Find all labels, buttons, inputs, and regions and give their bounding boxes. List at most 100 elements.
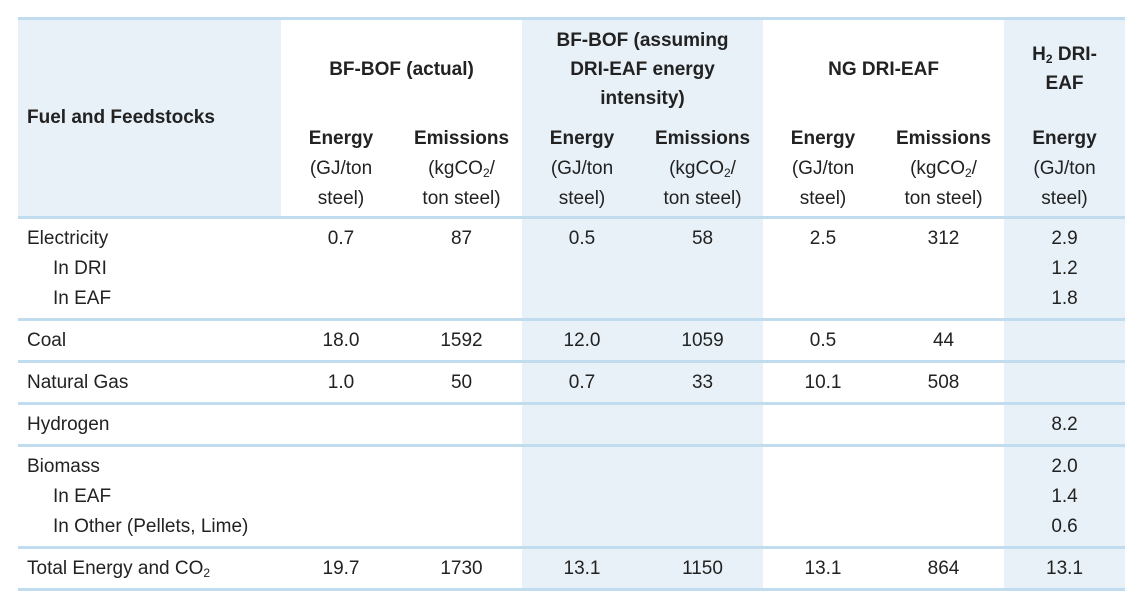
row-label-sub: In EAF — [53, 486, 112, 507]
row-label: Natural Gas — [18, 361, 281, 404]
table-cell — [883, 403, 1005, 446]
cell-value: 44 — [932, 330, 955, 351]
group-header-bf-bof-assuming: BF-BOF (assuming DRI-EAF energy intensit… — [522, 18, 764, 118]
cell-value: 1.2 — [1051, 258, 1078, 279]
table-row: Natural Gas 1.0 50 0.7 33 10.1 508 — [18, 361, 1126, 404]
table-cell: 508 — [883, 361, 1005, 404]
row-label: Electricity In DRI In EAF — [18, 217, 281, 320]
row-label-main: Coal — [27, 330, 67, 351]
cell-value: 0.6 — [1051, 516, 1078, 537]
table-cell: 1150 — [642, 547, 764, 590]
table-body: Electricity In DRI In EAF 0.7 87 0.5 58 2.5 312 2… — [18, 217, 1126, 548]
cell-value: 18.0 — [322, 330, 360, 351]
table-cell — [281, 403, 401, 446]
table-cell: 864 — [883, 547, 1005, 590]
table-cell: 12.0 — [522, 319, 643, 362]
cell-value: 1592 — [440, 330, 483, 351]
cell-value: 2.0 — [1051, 456, 1078, 477]
group-header-bf-bof-actual: BF-BOF (actual) — [281, 18, 523, 118]
table-cell — [522, 445, 643, 548]
row-label-sub: In Other (Pellets, Lime) — [53, 516, 249, 537]
subheader-emissions: Emissions (kgCO2/ ton steel) — [883, 118, 1005, 218]
cell-value: 87 — [450, 228, 473, 249]
table-cell: 2.5 — [763, 217, 884, 320]
cell-value: 0.5 — [568, 228, 596, 249]
table-row: Biomass In EAF In Other (Pellets, Lime) 2.0… — [18, 445, 1126, 548]
table-cell — [883, 445, 1005, 548]
table-cell: 1592 — [401, 319, 523, 362]
cell-value: 8.2 — [1051, 414, 1078, 435]
subheader-energy: Energy (GJ/ton steel) — [281, 118, 401, 218]
table-cell: 50 — [401, 361, 523, 404]
table-cell: 19.7 — [281, 547, 401, 590]
row-label: Biomass In EAF In Other (Pellets, Lime) — [18, 445, 281, 548]
cell-value: 0.5 — [809, 330, 837, 351]
row-label: Hydrogen — [18, 403, 281, 446]
cell-value: 0.7 — [327, 228, 355, 249]
fuel-feedstocks-table: Fuel and Feedstocks BF-BOF (actual) BF-B… — [18, 17, 1126, 591]
cell-value: 1059 — [681, 330, 724, 351]
table-cell — [281, 445, 401, 548]
cell-value: 50 — [450, 372, 473, 393]
table-cell: 33 — [642, 361, 764, 404]
row-header-label: Fuel and Feedstocks — [18, 18, 281, 218]
table-cell: 87 — [401, 217, 523, 320]
cell-value: 2.5 — [809, 228, 837, 249]
table-cell — [763, 445, 884, 548]
table-cell: 1730 — [401, 547, 523, 590]
table-cell: 312 — [883, 217, 1005, 320]
cell-value: 2.9 — [1051, 228, 1078, 249]
table-row-total: Total Energy and CO2 19.7 1730 13.1 1150… — [18, 547, 1126, 590]
table-cell — [642, 403, 764, 446]
row-label-sub: In EAF — [53, 288, 112, 309]
table-cell — [1004, 361, 1126, 404]
cell-value: 1.8 — [1051, 288, 1078, 309]
table-cell — [1004, 319, 1126, 362]
table-cell: 58 — [642, 217, 764, 320]
row-label: Total Energy and CO2 — [18, 547, 281, 590]
table-cell: 18.0 — [281, 319, 401, 362]
subheader-energy: Energy (GJ/ton steel) — [763, 118, 884, 218]
subheader-emissions: Emissions (kgCO2/ ton steel) — [401, 118, 523, 218]
cell-value: 1.4 — [1051, 486, 1078, 507]
cell-value: 508 — [927, 372, 960, 393]
row-label: Coal — [18, 319, 281, 362]
table-cell — [401, 403, 523, 446]
cell-value: 0.7 — [568, 372, 596, 393]
table-cell: 13.1 — [1004, 547, 1126, 590]
table-row: Hydrogen 8.2 — [18, 403, 1126, 446]
table-row: Coal 18.0 1592 12.0 1059 0.5 44 — [18, 319, 1126, 362]
group-header-h2-dri-eaf: H2 DRI- EAF — [1004, 18, 1126, 118]
cell-value: 10.1 — [804, 372, 842, 393]
table-cell: 0.5 — [522, 217, 643, 320]
cell-value: 33 — [691, 372, 714, 393]
group-header-ng-dri-eaf: NG DRI-EAF — [763, 18, 1005, 118]
cell-value: 58 — [691, 228, 714, 249]
table-cell: 0.7 — [522, 361, 643, 404]
cell-value: 12.0 — [563, 330, 601, 351]
table-cell: 0.7 — [281, 217, 401, 320]
table-cell — [763, 403, 884, 446]
table-cell: 0.5 — [763, 319, 884, 362]
table-cell: 8.2 — [1004, 403, 1126, 446]
table-cell: 13.1 — [522, 547, 643, 590]
steel-energy-table-container: Fuel and Feedstocks BF-BOF (actual) BF-B… — [18, 17, 1126, 591]
table-cell: 44 — [883, 319, 1005, 362]
row-label-main: Hydrogen — [27, 414, 110, 435]
table-cell: 13.1 — [763, 547, 884, 590]
row-label-sub: In DRI — [53, 258, 107, 279]
table-cell: 2.0 1.4 0.6 — [1004, 445, 1126, 548]
row-label-main: Electricity — [27, 228, 109, 249]
row-label-main: Natural Gas — [27, 372, 129, 393]
cell-value: 312 — [927, 228, 960, 249]
table-cell — [642, 445, 764, 548]
table-row: Electricity In DRI In EAF 0.7 87 0.5 58 2.5 312 2… — [18, 217, 1126, 320]
table-cell: 1.0 — [281, 361, 401, 404]
table-cell: 2.9 1.2 1.8 — [1004, 217, 1126, 320]
table-cell — [522, 403, 643, 446]
table-cell — [401, 445, 523, 548]
table-cell: 10.1 — [763, 361, 884, 404]
table-cell: 1059 — [642, 319, 764, 362]
row-label-main: Biomass — [27, 456, 100, 477]
cell-value: 1.0 — [327, 372, 355, 393]
